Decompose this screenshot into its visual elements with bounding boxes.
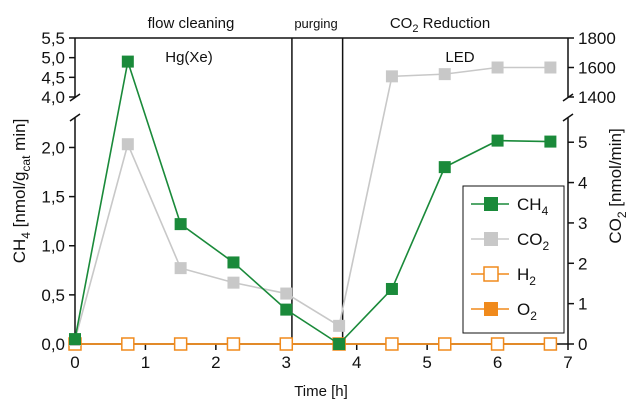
phase-annotations: flow cleaning Hg(Xe) purging CO2 Reduction L… bbox=[148, 15, 490, 344]
y-left-tick-label: 0,0 bbox=[41, 335, 65, 354]
phase-label-purging: purging bbox=[294, 16, 337, 31]
data-point-co2-6 bbox=[385, 70, 398, 83]
x-tick-label-1: 1 bbox=[141, 353, 150, 372]
y-left-tick-label: 0,5 bbox=[41, 286, 65, 305]
data-point-h2-2 bbox=[173, 337, 188, 351]
data-point-h2-7 bbox=[438, 337, 452, 351]
phase-label-flow-cleaning: flow cleaning bbox=[148, 15, 235, 32]
series-layer bbox=[68, 55, 558, 351]
y-right-tick-label: 3 bbox=[578, 214, 587, 233]
y-left-tick-label: 2,0 bbox=[41, 138, 65, 157]
data-point-co2-4 bbox=[280, 287, 293, 300]
y-right-upper-tick-label: 1800 bbox=[578, 29, 616, 48]
phase-label-co2-reduction: CO2 Reduction bbox=[390, 15, 490, 35]
data-point-h2-4 bbox=[279, 337, 294, 351]
x-tick-label-2: 2 bbox=[211, 353, 220, 372]
x-tick-label-7: 7 bbox=[563, 353, 572, 372]
x-tick-label-6: 6 bbox=[493, 353, 502, 372]
x-axis-title: Time [h] bbox=[294, 383, 348, 400]
axis-break-right-bottom bbox=[562, 113, 574, 122]
y-right-upper-tick-label: 1400 bbox=[578, 88, 616, 107]
data-point-h2-8 bbox=[490, 337, 505, 351]
data-point-ch4-4 bbox=[280, 303, 293, 316]
y-left-upper-tick-label: 4,5 bbox=[41, 68, 65, 87]
x-tick-label-0: 0 bbox=[70, 353, 79, 372]
data-point-ch4-3 bbox=[227, 256, 240, 269]
data-point-co2-8 bbox=[491, 61, 504, 74]
y-left-upper-tick-label: 5,5 bbox=[41, 29, 65, 48]
legend-marker-o2 bbox=[484, 302, 498, 316]
data-point-h2-1 bbox=[121, 337, 135, 351]
data-point-co2-2 bbox=[174, 262, 187, 275]
legend-label-h2: H2 bbox=[517, 265, 536, 288]
data-point-co2-7 bbox=[438, 68, 451, 81]
axis-break-left-bottom bbox=[69, 113, 81, 122]
y-left-upper-tick-label: 5,0 bbox=[41, 49, 65, 68]
legend-label-o2: O2 bbox=[517, 300, 537, 323]
legend-marker-co2 bbox=[484, 232, 498, 246]
legend-label-co2: CO2 bbox=[517, 230, 550, 253]
x-tick-label-4: 4 bbox=[352, 353, 361, 372]
series-line-ch4 bbox=[74, 61, 551, 346]
y-right-tick-label: 2 bbox=[578, 254, 587, 273]
y-right-upper-tick-label: 1600 bbox=[578, 59, 616, 78]
y-right-tick-label: 5 bbox=[578, 133, 587, 152]
y-left-tick-label: 1,5 bbox=[41, 188, 65, 207]
data-point-co2-1 bbox=[121, 138, 134, 151]
data-point-co2-3 bbox=[227, 276, 240, 289]
data-point-co2-5 bbox=[333, 319, 346, 332]
data-point-ch4-1 bbox=[121, 55, 134, 68]
phase-sublabel-led: LED bbox=[445, 49, 474, 66]
data-point-ch4-8 bbox=[491, 134, 504, 147]
data-point-ch4-6 bbox=[385, 282, 398, 295]
data-point-h2-9 bbox=[543, 337, 558, 351]
y-left-tick-label: 1,0 bbox=[41, 237, 65, 256]
y-left-axis-title: CH4 [nmol/gcat min] bbox=[10, 119, 33, 264]
data-point-ch4-0 bbox=[69, 333, 81, 346]
phase-sublabel-hg-xe: Hg(Xe) bbox=[165, 49, 213, 66]
y-right-tick-label: 1 bbox=[578, 295, 587, 314]
legend-box bbox=[462, 185, 565, 334]
data-point-ch4-2 bbox=[174, 218, 187, 231]
data-point-ch4-9 bbox=[544, 135, 557, 148]
x-tick-label-3: 3 bbox=[282, 353, 291, 372]
y-right-tick-label: 0 bbox=[578, 335, 587, 354]
data-point-ch4-5 bbox=[333, 338, 346, 350]
y-right-tick-label: 4 bbox=[578, 174, 587, 193]
legend-label-ch4: CH4 bbox=[517, 195, 549, 218]
axis-titles: Time [h] CH4 [nmol/gcat min] CO2 [nmol/min… bbox=[10, 119, 629, 400]
legend-marker-ch4 bbox=[484, 197, 498, 211]
legend: CH4 CO2 H2 O2 bbox=[462, 185, 565, 334]
y-left-upper-tick-label: 4,0 bbox=[41, 88, 65, 107]
x-tick-label-5: 5 bbox=[422, 353, 431, 372]
data-point-co2-9 bbox=[544, 61, 557, 74]
data-point-ch4-7 bbox=[438, 161, 451, 174]
data-point-h2-6 bbox=[385, 337, 399, 351]
legend-marker-h2 bbox=[483, 266, 499, 282]
y-right-axis-title: CO2 [nmol/min] bbox=[606, 128, 629, 243]
series-line-co2 bbox=[74, 66, 551, 341]
data-point-h2-3 bbox=[226, 337, 241, 351]
